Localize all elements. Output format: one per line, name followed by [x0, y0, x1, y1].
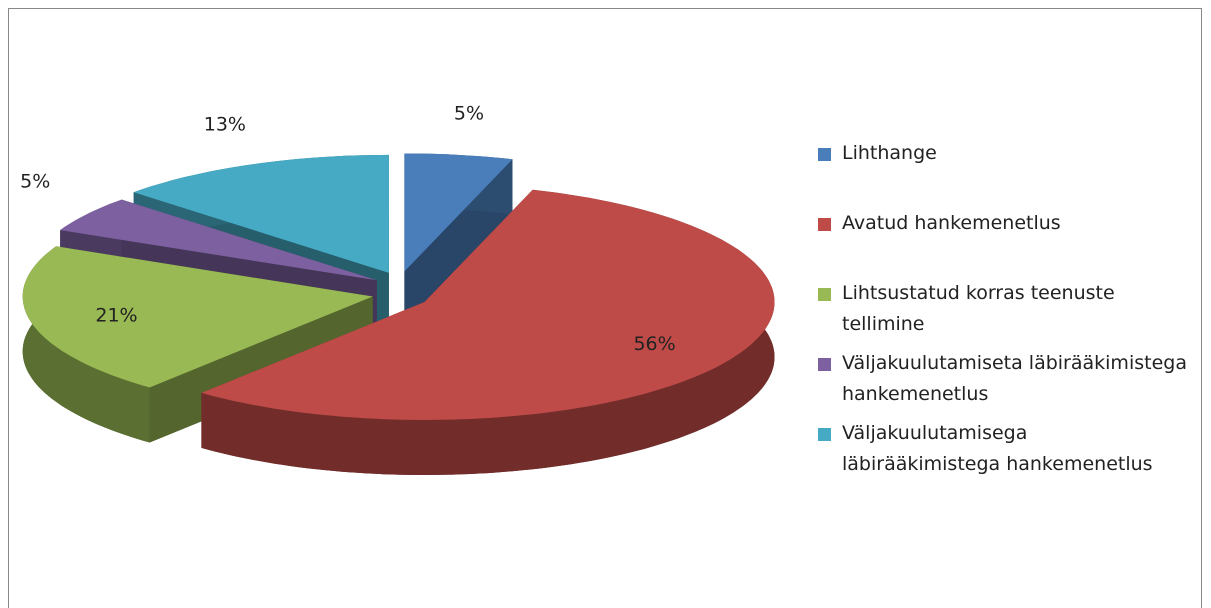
slice [404, 153, 513, 272]
legend-item: Väljakuulutamisega läbirääkimistega hank… [818, 418, 1190, 480]
legend-item: Lihtsustatud korras teenuste tellimine [818, 278, 1190, 340]
legend-swatch [818, 148, 831, 161]
data-label: 13% [204, 114, 246, 136]
legend-label: Väljakuulutamisega läbirääkimistega hank… [842, 422, 1153, 475]
slice [133, 154, 389, 273]
legend-item: Avatud hankemenetlus [818, 208, 1190, 270]
legend-label: Väljakuulutamiseta läbirääkimistega hank… [842, 352, 1187, 405]
legend: Lihthange Avatud hankemenetlus Lihtsustatu… [818, 138, 1190, 488]
legend-label: Lihthange [842, 142, 937, 164]
slice [22, 246, 373, 388]
slice [201, 189, 775, 420]
slice [60, 199, 377, 281]
data-label: 5% [454, 102, 484, 124]
legend-swatch [818, 428, 831, 441]
data-label: 21% [95, 304, 137, 326]
legend-label: Lihtsustatud korras teenuste tellimine [842, 282, 1115, 335]
legend-item: Väljakuulutamiseta läbirääkimistega hank… [818, 348, 1190, 410]
slice-3d [201, 189, 775, 476]
legend-swatch [818, 218, 831, 231]
data-label: 5% [20, 171, 50, 193]
legend-item: Lihthange [818, 138, 1190, 200]
legend-swatch [818, 358, 831, 371]
legend-label: Avatud hankemenetlus [842, 212, 1061, 234]
data-label: 56% [633, 333, 675, 355]
legend-swatch [818, 288, 831, 301]
